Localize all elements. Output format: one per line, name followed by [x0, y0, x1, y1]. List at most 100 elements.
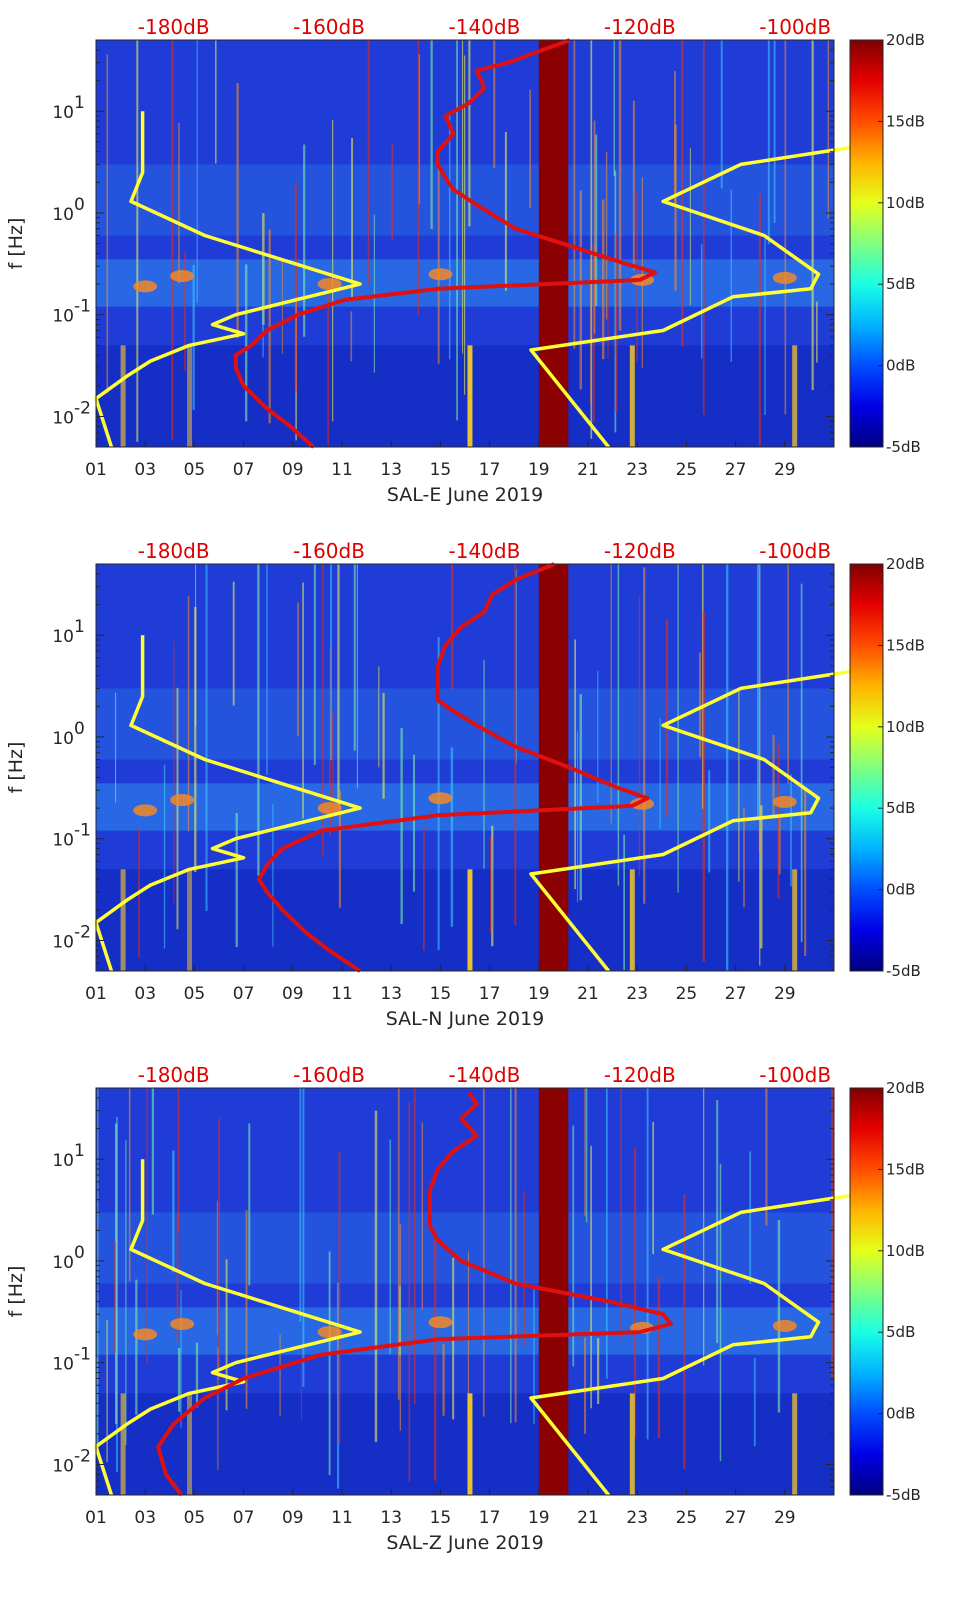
transient-streak: [468, 40, 471, 227]
x-tick-label: 03: [134, 984, 156, 1004]
transient-streak: [413, 1088, 416, 1405]
colorbar-label: 5dB: [886, 1323, 915, 1341]
transient-streak: [665, 619, 669, 817]
transient-streak: [106, 1320, 108, 1463]
transient-streak: [279, 1334, 281, 1417]
transient-streak: [218, 1118, 221, 1381]
transient-streak: [642, 567, 646, 904]
transient-streak: [514, 1088, 517, 1423]
colorbar-label: 20dB: [886, 1079, 925, 1097]
transient-streak: [173, 641, 175, 903]
x-tick-label: 15: [430, 460, 452, 480]
transient-streak: [720, 40, 723, 189]
transient-streak: [114, 1241, 116, 1354]
colorbar-label: 5dB: [886, 275, 915, 293]
x-tick-label: 15: [430, 1508, 452, 1528]
transient-streak: [493, 40, 496, 169]
transient-streak: [235, 813, 238, 948]
transient-streak: [330, 564, 333, 761]
transient-streak: [618, 40, 622, 331]
energy-column: [187, 869, 193, 971]
top-db-label: -160dB: [293, 1063, 365, 1087]
transient-streak: [257, 564, 260, 876]
transient-streak: [171, 40, 174, 441]
y-tick-label: 10: [52, 1456, 74, 1476]
colorbar-label: -5dB: [886, 438, 921, 456]
transient-streak: [116, 1116, 118, 1473]
transient-streak: [708, 770, 711, 873]
colorbar-label: 15dB: [886, 112, 925, 130]
transient-streak: [702, 40, 705, 415]
y-axis-title: f [Hz]: [5, 218, 27, 270]
transient-streak: [482, 1088, 485, 1417]
microseism-peak: [317, 1326, 342, 1339]
transient-streak: [216, 1200, 218, 1336]
transient-streak: [743, 808, 745, 908]
transient-streak: [177, 1088, 180, 1231]
transient-streak: [303, 144, 306, 337]
transient-streak: [491, 825, 494, 947]
x-tick-label: 15: [430, 984, 452, 1004]
station-psd-line: [156, 1091, 673, 1497]
transient-streak: [595, 134, 598, 307]
y-tick-label: 10: [52, 831, 74, 851]
x-tick-label: 07: [233, 1508, 255, 1528]
transient-streak: [187, 596, 190, 832]
transient-streak: [351, 138, 353, 299]
transient-streak: [430, 40, 433, 230]
transient-streak: [248, 1123, 251, 1286]
microseism-band: [96, 783, 834, 831]
colorbar-label: 10dB: [886, 1242, 925, 1260]
transient-streak: [172, 1150, 175, 1273]
top-db-label: -120dB: [604, 15, 676, 39]
transient-streak: [180, 1289, 182, 1428]
transient-streak: [192, 265, 195, 411]
x-tick-label: 13: [380, 984, 402, 1004]
transient-streak: [297, 602, 299, 736]
transient-streak: [572, 1125, 575, 1367]
transient-streak: [504, 132, 507, 291]
x-tick-label: 03: [134, 1508, 156, 1528]
transient-streak: [176, 1212, 179, 1343]
y-tick-label: 10: [52, 1151, 74, 1171]
microseism-peak: [428, 268, 453, 281]
transient-streak: [448, 113, 451, 360]
transient-streak: [294, 183, 297, 392]
transient-streak: [784, 40, 787, 415]
colorbar-label: 5dB: [886, 799, 915, 817]
transient-streak: [245, 1210, 248, 1409]
transient-streak: [217, 1347, 219, 1470]
mid-band: [96, 1212, 834, 1284]
transient-streak: [302, 1088, 305, 1387]
x-tick-label: 17: [479, 1508, 501, 1528]
transient-streak: [773, 40, 776, 223]
x-tick-label: 09: [282, 984, 304, 1004]
transient-streak: [106, 54, 109, 394]
transient-streak: [96, 1357, 98, 1454]
transient-streak: [760, 805, 763, 949]
transient-streak: [573, 40, 576, 349]
microseism-peak: [772, 271, 797, 284]
x-tick-label: 05: [184, 460, 206, 480]
y-tick-exponent: 1: [74, 617, 85, 637]
transient-streak: [579, 694, 582, 901]
y-tick-exponent: -1: [74, 1345, 91, 1365]
x-tick-label: 27: [725, 984, 747, 1004]
transient-streak: [529, 89, 531, 208]
top-db-label: -100dB: [759, 539, 831, 563]
transient-streak: [623, 834, 626, 971]
x-tick-label: 19: [528, 984, 550, 1004]
transient-streak: [205, 564, 208, 912]
transient-streak: [463, 55, 466, 395]
transient-streak: [674, 124, 677, 291]
top-db-label: -140dB: [449, 15, 521, 39]
transient-streak: [245, 264, 248, 422]
transient-streak: [373, 214, 375, 373]
energy-column: [792, 869, 798, 971]
transient-streak: [800, 583, 803, 943]
x-axis-title: SAL-N June 2019: [386, 1008, 545, 1030]
transient-streak: [597, 671, 599, 803]
transient-streak: [338, 790, 342, 908]
